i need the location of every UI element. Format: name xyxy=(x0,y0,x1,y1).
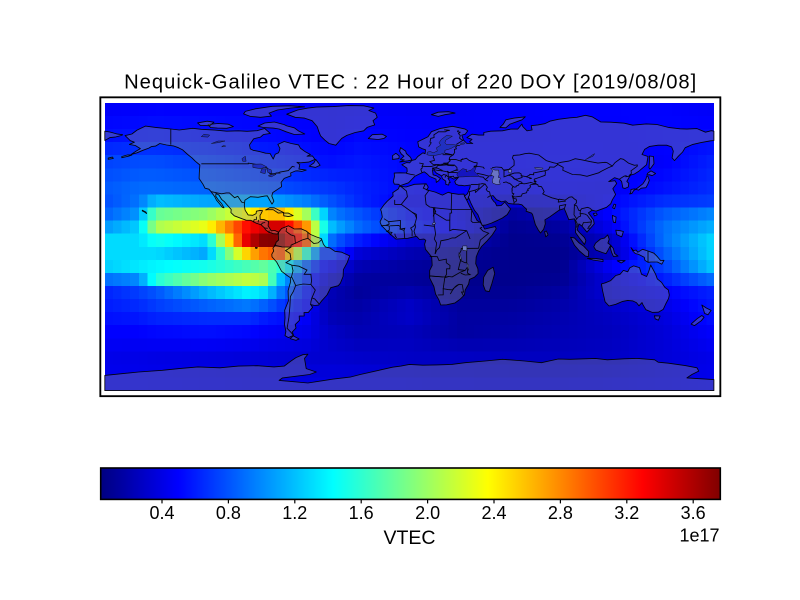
svg-text:VTEC: VTEC xyxy=(383,527,435,549)
svg-text:1.6: 1.6 xyxy=(349,503,374,523)
svg-text:2.8: 2.8 xyxy=(548,503,573,523)
svg-text:0.8: 0.8 xyxy=(216,503,241,523)
svg-text:2.4: 2.4 xyxy=(481,503,506,523)
svg-text:3.6: 3.6 xyxy=(681,503,706,523)
svg-text:1.2: 1.2 xyxy=(282,503,307,523)
svg-text:Nequick-Galileo VTEC : 22 Hour: Nequick-Galileo VTEC : 22 Hour of 220 DO… xyxy=(124,72,697,94)
svg-text:1e17: 1e17 xyxy=(679,525,719,545)
svg-text:0.4: 0.4 xyxy=(149,503,174,523)
svg-text:3.2: 3.2 xyxy=(614,503,639,523)
svg-text:2.0: 2.0 xyxy=(415,503,440,523)
